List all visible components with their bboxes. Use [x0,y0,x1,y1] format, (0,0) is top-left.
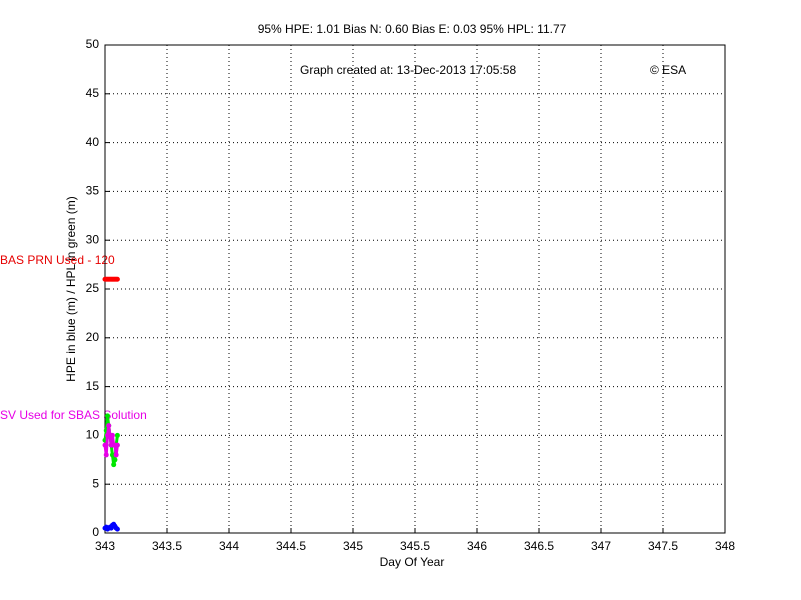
y-tick-label: 50 [86,37,100,51]
plot-frame [104,44,726,534]
x-tick-label: 345 [343,539,363,553]
x-tick-label: 347 [591,539,611,553]
x-tick-label: 346.5 [524,539,554,553]
x-tick-label: 347.5 [648,539,678,553]
x-tick-label: 344.5 [276,539,306,553]
y-tick-label: 15 [86,379,100,393]
marker [104,413,110,419]
x-tick-label: 343.5 [152,539,182,553]
y-tick-label: 40 [86,135,100,149]
marker [103,452,109,458]
copyright: © ESA [650,63,686,77]
x-tick-label: 346 [467,539,487,553]
y-tick-label: 30 [86,232,100,246]
y-tick-label: 25 [86,281,100,295]
y-axis-label: HPE in blue (m) / HPL in green (m) [64,196,78,382]
marker [114,442,120,448]
marker [109,432,115,438]
marker [111,462,117,468]
marker [114,526,120,532]
y-tick-label: 35 [86,184,100,198]
x-axis-label: Day Of Year [380,555,445,569]
y-tick-label: 0 [92,525,99,539]
marker [112,457,118,463]
marker [114,432,120,438]
x-tick-label: 343 [95,539,115,553]
marker [102,442,108,448]
marker [109,452,115,458]
marker [106,423,112,429]
y-tick-label: 5 [92,476,99,490]
x-tick-label: 345.5 [400,539,430,553]
y-tick-label: 20 [86,330,100,344]
x-tick-label: 344 [219,539,239,553]
y-tick-label: 45 [86,86,100,100]
prn-label: BAS PRN Used - 120 [0,253,115,267]
sv-label: SV Used for SBAS Solution [0,408,147,422]
marker [114,276,120,282]
chart-title: 95% HPE: 1.01 Bias N: 0.60 Bias E: 0.03 … [258,22,567,36]
annotation: Graph created at: 13-Dec-2013 17:05:58 [300,63,516,77]
y-tick-label: 10 [86,428,100,442]
x-tick-label: 348 [715,539,735,553]
marker [113,452,119,458]
